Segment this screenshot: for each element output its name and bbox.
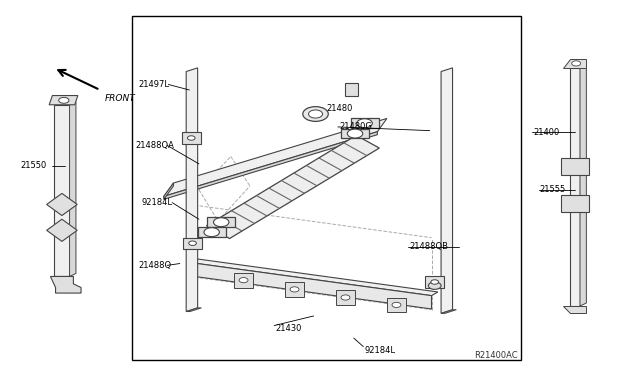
Polygon shape (561, 158, 589, 175)
Polygon shape (54, 105, 70, 276)
Polygon shape (336, 290, 355, 305)
Text: 21550: 21550 (20, 161, 47, 170)
Circle shape (348, 129, 363, 138)
Polygon shape (285, 282, 304, 297)
Polygon shape (563, 306, 586, 313)
Polygon shape (49, 96, 78, 105)
Circle shape (214, 218, 229, 227)
Polygon shape (70, 102, 76, 276)
Circle shape (431, 280, 438, 284)
Polygon shape (51, 276, 81, 293)
Polygon shape (189, 262, 431, 309)
Polygon shape (164, 118, 387, 196)
Text: 21400: 21400 (534, 128, 560, 137)
Text: 21488QA: 21488QA (135, 141, 174, 150)
Polygon shape (351, 118, 379, 128)
Circle shape (188, 136, 195, 140)
Text: FRONT: FRONT (104, 94, 136, 103)
Text: R21400AC: R21400AC (474, 350, 518, 359)
Polygon shape (563, 59, 586, 68)
Polygon shape (164, 183, 173, 199)
Polygon shape (198, 227, 226, 237)
Polygon shape (570, 68, 580, 306)
Polygon shape (580, 65, 586, 306)
Text: 21497L: 21497L (138, 80, 170, 89)
Polygon shape (441, 68, 452, 313)
Circle shape (239, 278, 248, 283)
Polygon shape (186, 308, 202, 311)
Circle shape (341, 295, 350, 300)
Text: 21430: 21430 (275, 324, 302, 333)
Circle shape (204, 228, 220, 237)
Text: 92184L: 92184L (365, 346, 396, 355)
Text: 92184L: 92184L (141, 198, 173, 207)
Text: 21480G: 21480G (339, 122, 372, 131)
Polygon shape (207, 217, 236, 227)
Polygon shape (207, 135, 380, 238)
Text: 21555: 21555 (540, 185, 566, 194)
Circle shape (290, 287, 299, 292)
Polygon shape (189, 259, 196, 276)
Polygon shape (183, 238, 202, 249)
Circle shape (189, 241, 196, 246)
Polygon shape (441, 310, 456, 313)
Polygon shape (425, 276, 444, 288)
Polygon shape (182, 132, 201, 144)
Circle shape (392, 302, 401, 308)
Circle shape (572, 61, 580, 66)
Polygon shape (387, 298, 406, 312)
Text: 21480: 21480 (326, 104, 353, 113)
Circle shape (357, 119, 372, 128)
Bar (132, 16, 521, 359)
Circle shape (308, 110, 323, 118)
Text: 21488Q: 21488Q (138, 261, 172, 270)
Polygon shape (47, 219, 77, 241)
Polygon shape (561, 195, 589, 212)
Polygon shape (234, 273, 253, 288)
Polygon shape (346, 83, 358, 96)
Circle shape (59, 97, 69, 103)
Polygon shape (341, 129, 369, 138)
Circle shape (303, 107, 328, 121)
Text: 21488QB: 21488QB (409, 243, 448, 251)
Polygon shape (186, 68, 198, 311)
Polygon shape (164, 132, 378, 199)
Polygon shape (189, 259, 438, 296)
Circle shape (428, 282, 441, 289)
Polygon shape (47, 193, 77, 215)
